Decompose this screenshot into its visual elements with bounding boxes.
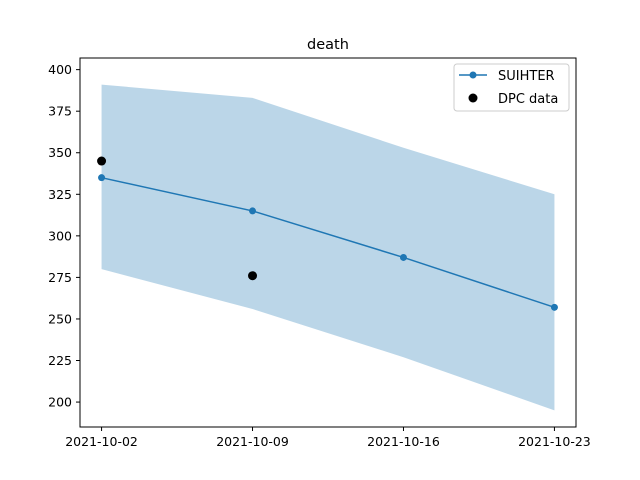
- y-tick-label: 250: [48, 311, 72, 326]
- line-point: [249, 207, 257, 215]
- y-tick-label: 400: [48, 62, 72, 77]
- y-tick-label: 200: [48, 395, 72, 410]
- series-line-0: [101, 176, 555, 309]
- line-point: [98, 174, 106, 182]
- point-layer: [97, 156, 558, 311]
- x-tick-label: 2021-10-02: [65, 434, 138, 449]
- legend-label-suihter: SUIHTER: [498, 69, 555, 84]
- y-tick-label: 225: [48, 353, 72, 368]
- y-tick-label: 325: [48, 187, 72, 202]
- line-point: [550, 303, 558, 311]
- legend-label-dpc: DPC data: [498, 92, 558, 107]
- y-tick-label: 375: [48, 104, 72, 119]
- y-tick-label: 275: [48, 270, 72, 285]
- plot-frame: [79, 57, 577, 428]
- x-axis: 2021-10-02 2021-10-09 2021-10-16 2021-10-23: [65, 427, 591, 449]
- scatter-point: [97, 156, 107, 166]
- chart-title: death: [307, 37, 349, 53]
- y-axis: 200 225 250 275 300 325 350 375 400: [48, 62, 80, 410]
- scatter-point: [248, 271, 258, 281]
- line-layer: [101, 176, 555, 309]
- y-tick-label: 350: [48, 145, 72, 160]
- legend-dot-swatch: [468, 93, 478, 103]
- line-point: [399, 253, 407, 261]
- y-tick-label: 300: [48, 228, 72, 243]
- confidence-band-layer: [101, 84, 555, 411]
- confidence-band: [101, 84, 555, 411]
- x-tick-label: 2021-10-23: [518, 434, 591, 449]
- legend-marker-swatch: [469, 71, 477, 79]
- x-tick-label: 2021-10-09: [216, 434, 289, 449]
- x-tick-label: 2021-10-16: [367, 434, 440, 449]
- legend: SUIHTER DPC data: [453, 63, 570, 112]
